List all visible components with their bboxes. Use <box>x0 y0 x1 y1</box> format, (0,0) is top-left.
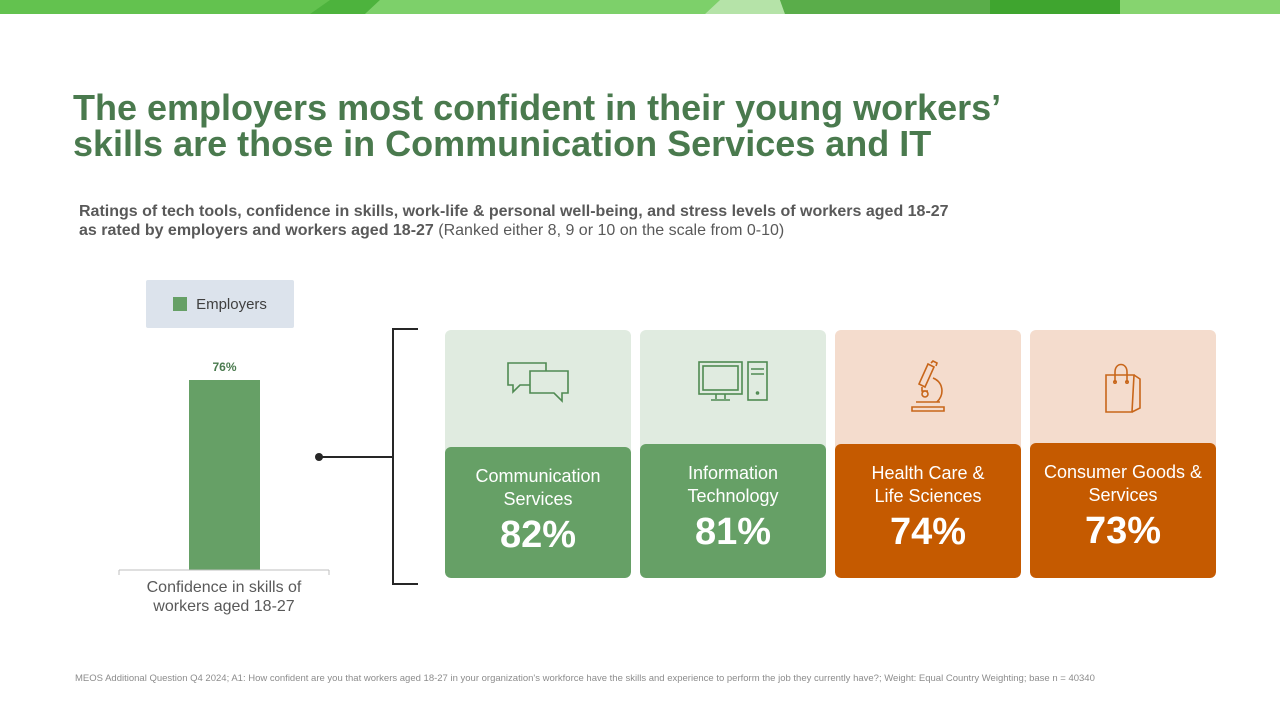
sector-label-line: Information <box>687 463 779 483</box>
sector-label: Health Care & Life Sciences <box>835 462 1021 508</box>
sector-value-panel: Communication Services 82% <box>445 447 631 578</box>
sector-card: Communication Services 82% <box>445 330 631 578</box>
sector-value-panel: Consumer Goods & Services 73% <box>1030 443 1216 578</box>
sector-label-line: Communication <box>475 466 601 486</box>
legend-swatch-employers <box>173 297 188 311</box>
sector-label: Communication Services <box>445 465 631 511</box>
sector-value-panel: Information Technology 81% <box>640 444 826 578</box>
shopping-bag-icon <box>1103 360 1143 419</box>
subtitle-bold-line-1: Ratings of tech tools, confidence in ski… <box>79 203 949 220</box>
sector-label: Information Technology <box>640 462 826 508</box>
microscope-icon <box>908 360 948 421</box>
sector-label-line: Health Care & <box>871 463 985 483</box>
page-title: The employers most confident in their yo… <box>73 90 1173 162</box>
sector-value: 82% <box>499 514 577 556</box>
sector-value: 81% <box>694 511 772 553</box>
title-line-1: The employers most confident in their yo… <box>73 87 1002 128</box>
sector-card: Consumer Goods & Services 73% <box>1030 330 1216 578</box>
bar-data-label: 76% <box>212 360 236 374</box>
top-decorative-band <box>0 0 1280 14</box>
x-category-label: Confidence in skills of workers aged 18-… <box>119 578 329 616</box>
bar-employers <box>189 380 260 570</box>
sector-label-line: Technology <box>687 486 779 506</box>
chart-legend: Employers <box>146 280 294 328</box>
legend-label-employers: Employers <box>196 295 267 313</box>
sector-label-line: Consumer Goods & <box>1043 462 1203 482</box>
subtitle-bold-line-2: as rated by employers and workers aged 1… <box>79 222 434 239</box>
sector-label-line: Services <box>503 489 573 509</box>
sector-card: Information Technology 81% <box>640 330 826 578</box>
sector-value-panel: Health Care & Life Sciences 74% <box>835 444 1021 578</box>
sector-value: 73% <box>1084 510 1162 552</box>
sector-value: 74% <box>889 511 967 553</box>
x-category-line-1: Confidence in skills of <box>146 579 302 596</box>
chat-bubbles-icon <box>505 360 571 411</box>
title-line-2: skills are those in Communication Servic… <box>73 123 932 164</box>
sector-card: Health Care & Life Sciences 74% <box>835 330 1021 578</box>
footnote: MEOS Additional Question Q4 2024; A1: Ho… <box>75 673 1095 684</box>
computer-icon <box>697 360 769 409</box>
chart-subtitle: Ratings of tech tools, confidence in ski… <box>79 202 1079 240</box>
sector-label: Consumer Goods & Services <box>1030 461 1216 507</box>
subtitle-note: (Ranked either 8, 9 or 10 on the scale f… <box>433 222 785 239</box>
sector-label-line: Life Sciences <box>874 486 982 506</box>
connector-bracket <box>392 328 418 585</box>
sector-label-line: Services <box>1088 485 1158 505</box>
x-category-line-2: workers aged 18-27 <box>153 598 295 615</box>
